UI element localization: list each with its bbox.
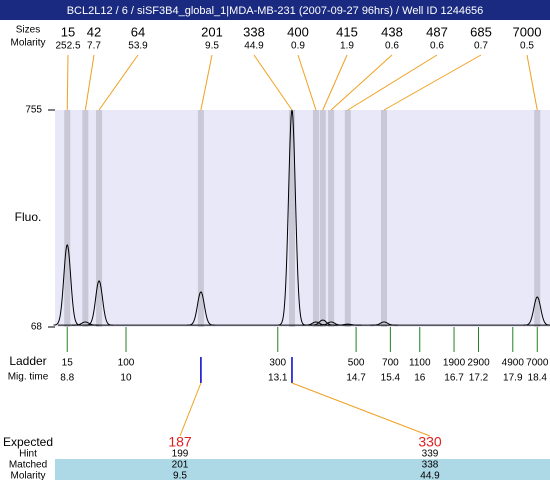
- peak-molarity: 252.5: [55, 41, 80, 52]
- peak-connector: [322, 54, 348, 111]
- peak: [53, 243, 81, 326]
- expected-value: 187: [168, 434, 192, 450]
- expected-molarity-label: Molarity: [10, 471, 45, 480]
- expected-value: 330: [418, 434, 442, 450]
- peak-molarity: 0.7: [474, 41, 488, 52]
- expected-label: Expected: [3, 435, 53, 449]
- peak-band: [344, 110, 351, 327]
- peak-connector: [297, 54, 317, 111]
- hint-label: Hint: [19, 449, 37, 460]
- plot-area: [55, 110, 550, 327]
- peak: [334, 323, 362, 326]
- molarity-value: 44.9: [420, 471, 440, 480]
- peak-size: 487: [426, 24, 448, 39]
- peak-molarity: 44.9: [244, 41, 264, 52]
- y-tick-label: 755: [25, 105, 42, 116]
- sizes-label: Sizes: [16, 25, 40, 36]
- y-tick-label: 68: [31, 322, 43, 333]
- peak-band: [328, 110, 335, 327]
- peak-connector: [66, 54, 69, 111]
- peak: [85, 280, 113, 326]
- peak-size: 338: [243, 24, 265, 39]
- ladder-size: 4900: [502, 358, 525, 369]
- ladder-size: 700: [382, 358, 399, 369]
- ladder-size: 15: [62, 358, 74, 369]
- ladder-mig-time: 16.7: [444, 373, 464, 384]
- ladder-size: 100: [118, 358, 135, 369]
- peak-molarity: 0.9: [291, 41, 305, 52]
- peak: [302, 321, 330, 326]
- ladder-mig-time: 10: [120, 373, 132, 384]
- molarity-label: Molarity: [10, 38, 45, 49]
- title-bar: [0, 0, 550, 20]
- ladder-label: Ladder: [9, 354, 46, 368]
- peak-size: 64: [131, 24, 145, 39]
- peak: [370, 321, 398, 326]
- ladder-mig-time: 16: [414, 373, 426, 384]
- peak-size: 685: [470, 24, 492, 39]
- peak-band: [319, 110, 326, 327]
- ladder-size: 2900: [467, 358, 490, 369]
- mig-time-label: Mig. time: [8, 372, 49, 383]
- peak-band: [534, 110, 541, 327]
- peak-band: [64, 110, 71, 327]
- expected-connector: [179, 382, 202, 437]
- peak: [309, 319, 337, 326]
- peak-size: 438: [381, 24, 403, 39]
- ladder-mig-time: 18.4: [528, 373, 548, 384]
- peak-band: [312, 110, 319, 327]
- peak-size: 42: [87, 24, 101, 39]
- matched-background: [55, 459, 550, 480]
- peak-size: 15: [61, 24, 75, 39]
- matched-label: Matched: [9, 460, 47, 471]
- peak-connector: [98, 54, 139, 111]
- hint-value: 199: [172, 449, 189, 460]
- matched-value: 201: [172, 460, 189, 471]
- peak-connector: [526, 54, 538, 111]
- peak-connector: [200, 54, 213, 111]
- peak: [187, 291, 215, 326]
- ladder-mig-time: 17.9: [503, 373, 523, 384]
- peak-size: 400: [287, 24, 309, 39]
- peak: [71, 321, 100, 326]
- peak-band: [381, 110, 388, 327]
- peak-connector: [330, 54, 393, 111]
- ladder-size: 1900: [443, 358, 466, 369]
- ladder-mig-time: 14.7: [346, 373, 366, 384]
- peak-band: [288, 110, 295, 327]
- peak-band: [96, 110, 103, 327]
- peak-size: 201: [201, 24, 223, 39]
- peak-molarity: 0.5: [520, 41, 534, 52]
- ladder-mig-time: 15.4: [381, 373, 401, 384]
- peak-molarity: 9.5: [205, 41, 219, 52]
- peak-connector: [383, 54, 482, 111]
- ladder-mig-time: 13.1: [268, 373, 288, 384]
- ladder-size: 500: [348, 358, 365, 369]
- matched-value: 338: [422, 460, 439, 471]
- peak-connector: [84, 54, 95, 111]
- molarity-value: 9.5: [173, 471, 187, 480]
- ladder-mig-time: 17.2: [469, 373, 489, 384]
- peak-band: [82, 110, 89, 327]
- peak: [523, 296, 550, 326]
- peak-connector: [347, 54, 438, 111]
- peak-band: [197, 110, 204, 327]
- peak-size: 7000: [513, 24, 542, 39]
- peak-molarity: 1.9: [340, 41, 354, 52]
- ladder-mig-time: 8.8: [60, 373, 74, 384]
- peak-molarity: 0.6: [430, 41, 444, 52]
- peak-molarity: 7.7: [87, 41, 101, 52]
- ladder-size: 7000: [526, 358, 549, 369]
- hint-value: 339: [422, 449, 439, 460]
- ladder-size: 300: [269, 358, 286, 369]
- peak-connector: [253, 54, 293, 111]
- peak-molarity: 53.9: [128, 41, 148, 52]
- y-axis-label: Fluo.: [15, 210, 42, 224]
- peak-size: 415: [336, 24, 358, 39]
- ladder-size: 1100: [409, 358, 431, 369]
- peak-molarity: 0.6: [385, 41, 399, 52]
- expected-connector: [291, 382, 431, 437]
- chart-title: BCL2L12 / 6 / siSF3B4_global_1|MDA-MB-23…: [67, 5, 484, 17]
